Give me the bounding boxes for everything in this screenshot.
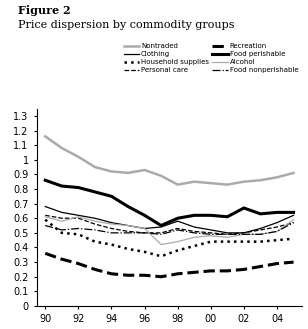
Legend: Nontraded, Clothing, Household supplies, Personal care, Recreation, Food perisha: Nontraded, Clothing, Household supplies,… xyxy=(124,43,298,73)
Text: Price dispersion by commodity groups: Price dispersion by commodity groups xyxy=(18,20,235,30)
Text: Figure 2: Figure 2 xyxy=(18,5,71,16)
